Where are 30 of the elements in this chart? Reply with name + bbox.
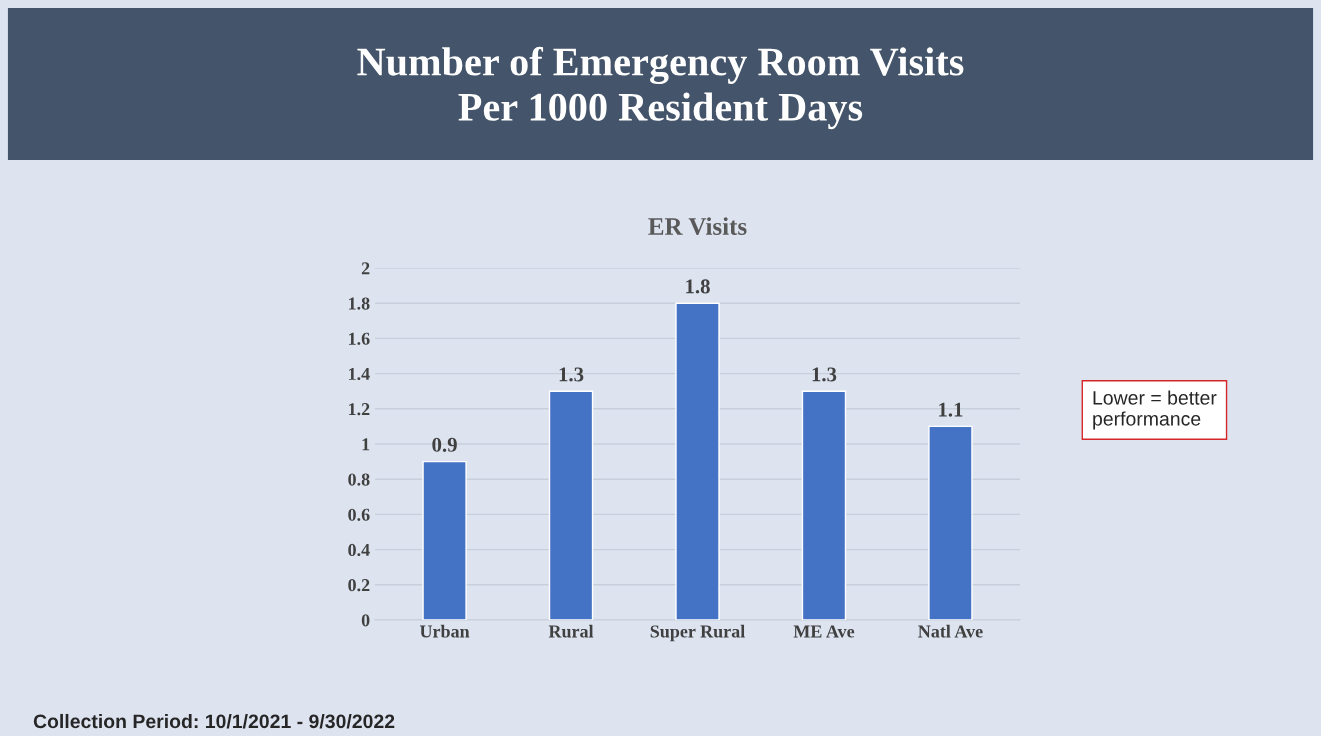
data-label: 1.8 xyxy=(686,279,710,294)
bar xyxy=(928,425,973,620)
data-label: 1.1 xyxy=(939,402,963,417)
text: Lower = better performance xyxy=(1093,390,1217,430)
bar xyxy=(422,460,467,620)
y-tick-label: 0.6 xyxy=(348,508,370,521)
text: Collection Period: 10/1/2021 - 9/30/2022 xyxy=(33,713,395,729)
y-tick-label: 0.4 xyxy=(348,543,370,557)
y-tick-label: 1.4 xyxy=(349,367,370,381)
data-label: 0.9 xyxy=(432,437,457,452)
chart-title: Number of Emergency Room Visits Per 1000 Resident Days xyxy=(357,46,964,130)
bar xyxy=(801,390,847,620)
x-tick-label: Super Rural xyxy=(650,624,745,642)
data-label: 1.3 xyxy=(559,367,584,382)
y-tick-label: 1 xyxy=(362,438,370,451)
y-tick-label: 1.2 xyxy=(349,403,370,416)
y-tick-label: 2 xyxy=(361,262,370,275)
x-tick-label: ME Ave xyxy=(793,625,855,638)
y-tick-label: 1.6 xyxy=(349,332,370,345)
y-tick-label: 0.2 xyxy=(348,579,370,592)
y-tick-label: 0 xyxy=(361,614,370,627)
x-tick-label: Rural xyxy=(548,624,594,638)
chart-subtitle: ER Visits xyxy=(648,217,747,236)
x-tick-label: Urban xyxy=(419,624,470,638)
data-label: 1.3 xyxy=(812,367,837,382)
y-tick-label: 0.8 xyxy=(348,473,370,486)
x-tick-label: Natl Ave xyxy=(918,624,983,638)
bar xyxy=(675,302,720,620)
y-tick-label: 1.8 xyxy=(349,297,370,310)
bar xyxy=(548,390,594,620)
